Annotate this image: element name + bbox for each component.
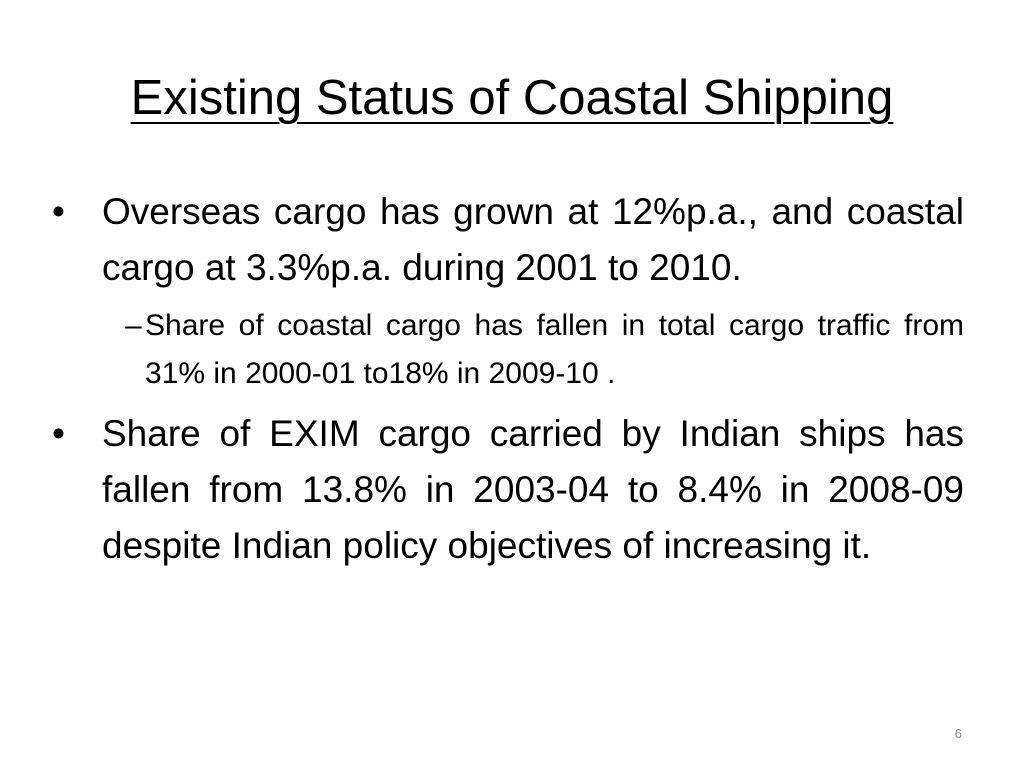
bullet-marker: • [52, 413, 65, 454]
sub-bullet-text: Share of coastal cargo has fallen in tot… [145, 309, 964, 390]
bullet-marker: • [52, 191, 65, 232]
slide-title: Existing Status of Coastal Shipping [130, 71, 894, 125]
slide-content: • Overseas cargo has grown at 12%p.a., a… [52, 184, 964, 574]
bullet-item: • Overseas cargo has grown at 12%p.a., a… [52, 184, 964, 296]
page-number: 6 [954, 726, 962, 741]
sub-bullet-item: – Share of coastal cargo has fallen in t… [125, 302, 964, 398]
sub-bullet-marker: – [125, 309, 142, 342]
bullet-item: • Share of EXIM cargo carried by Indian … [52, 406, 964, 574]
bullet-text: Share of EXIM cargo carried by Indian sh… [102, 413, 964, 566]
bullet-text: Overseas cargo has grown at 12%p.a., and… [102, 191, 964, 288]
